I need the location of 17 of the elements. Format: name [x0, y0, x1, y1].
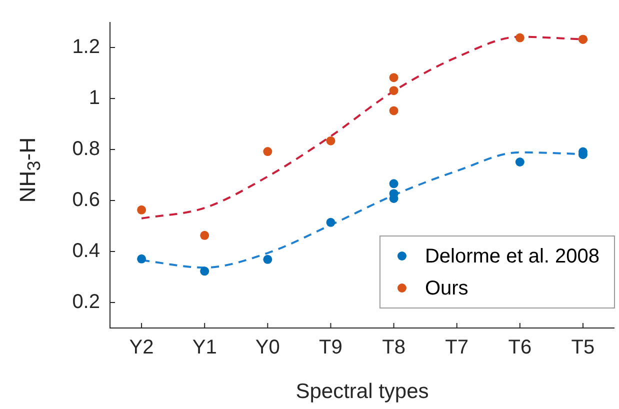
legend-label: Ours	[424, 278, 468, 300]
y-tick-label: 0.2	[72, 291, 100, 314]
legend-label: Delorme et al. 2008	[424, 246, 600, 268]
x-tick-label: Y2	[129, 336, 154, 359]
x-tick-label: T9	[319, 336, 342, 359]
y-tick-label: 0.4	[72, 240, 100, 262]
x-tick-label: Y0	[255, 336, 280, 359]
x-tick-label: T8	[382, 336, 406, 359]
x-axis-title: Spectral types	[296, 380, 429, 404]
y-tick-label: 0.6	[72, 189, 100, 212]
x-tick-label: T5	[571, 336, 595, 359]
y-tick-label: 1	[88, 87, 100, 110]
y-tick-label: 0.8	[72, 138, 100, 160]
y-tick-label: 1.2	[72, 36, 100, 58]
x-tick-label: T6	[508, 336, 532, 359]
x-tick-label: Y1	[192, 336, 217, 359]
x-tick-label: T7	[445, 336, 469, 359]
